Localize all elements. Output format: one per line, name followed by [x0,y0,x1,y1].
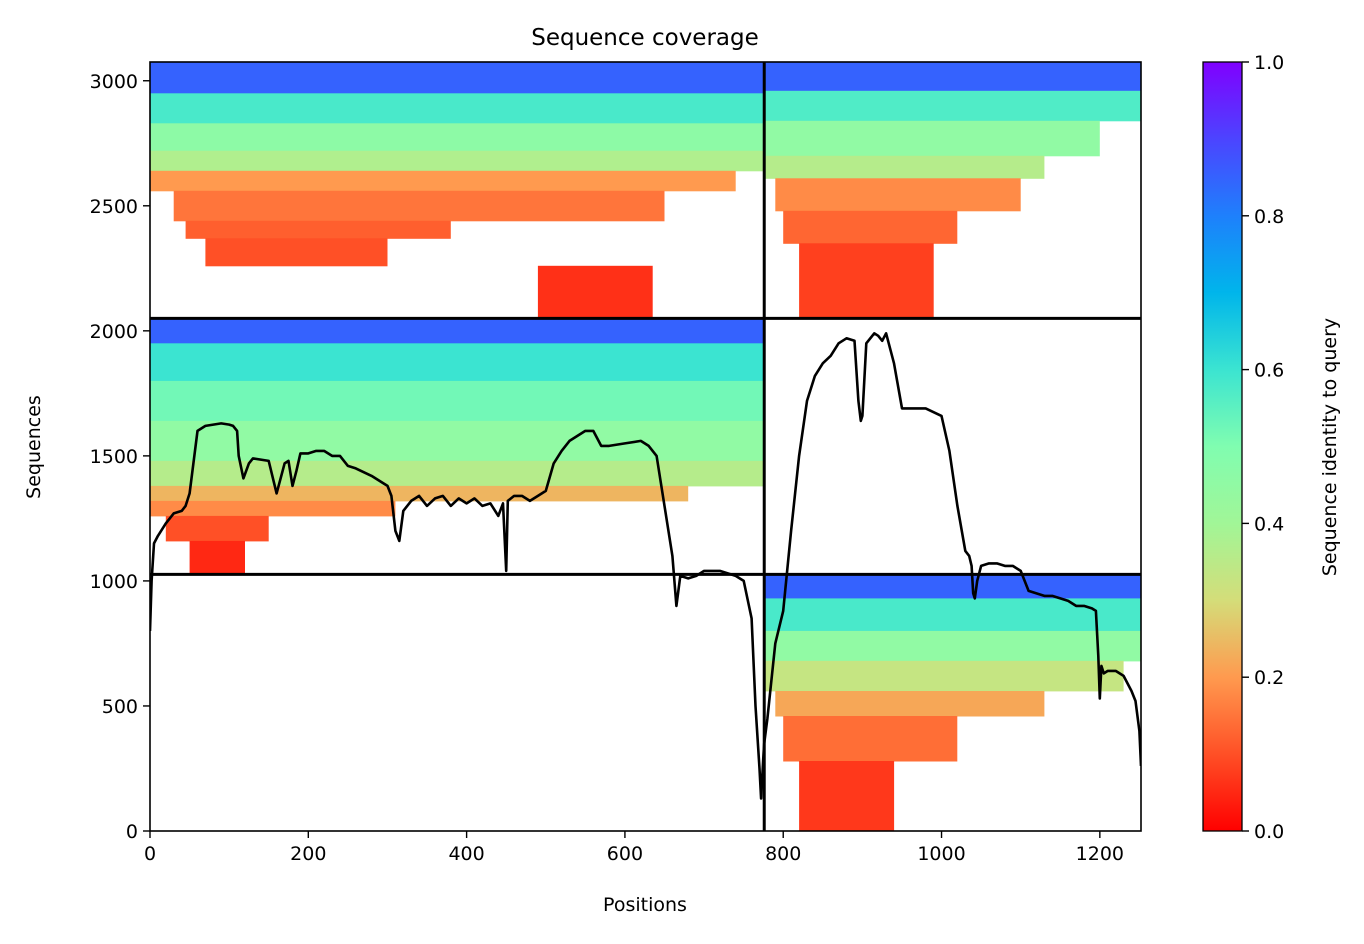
chart-title: Sequence coverage [531,25,759,51]
coverage-band-3-0 [764,574,1141,599]
coverage-band-1-2 [764,120,1100,157]
coverage-band-3-6 [799,761,895,831]
coverage-band-0-1 [150,93,765,124]
colorbar-ticks: 0.0 0.2 0.4 0.6 0.8 1.0 [1242,52,1284,843]
x-tick-label: 600 [607,843,643,865]
colorbar-tick-label: 0.6 [1254,360,1284,382]
coverage-band-3-3 [764,660,1124,692]
coverage-band-1-6 [799,243,934,319]
x-axis-ticks: 0 200 400 600 800 1000 1200 [144,831,1124,865]
seg1-chainA [150,62,765,319]
x-tick-label: 800 [765,843,801,865]
x-tick-label: 400 [448,843,484,865]
y-tick-label: 1000 [90,571,138,593]
y-tick-label: 3000 [90,71,138,93]
coverage-band-1-0 [764,62,1141,92]
y-tick-label: 1500 [90,446,138,468]
colorbar-tick-label: 0.0 [1254,821,1284,843]
coverage-band-2-7 [165,515,269,542]
y-tick-label: 500 [102,696,138,718]
coverage-band-0-4 [150,170,736,192]
coverage-band-2-8 [189,540,245,575]
coverage-band-0-6 [185,220,451,239]
colorbar-tick-label: 0.4 [1254,513,1284,535]
x-tick-label: 1000 [917,843,965,865]
coverage-band-2-3 [150,420,765,462]
coverage-band-3-4 [775,691,1045,717]
coverage-band-2-1 [150,343,765,382]
coverage-band-0-2 [150,123,765,152]
coverage-band-0-5 [173,190,665,222]
coverage-line-group [150,331,1141,800]
coverage-band-0-8 [537,265,653,319]
x-tick-label: 1200 [1076,843,1124,865]
colorbar-tick-label: 0.2 [1254,667,1284,689]
coverage-band-2-6 [150,500,396,517]
seg4-chainB [764,574,1141,831]
colorbar-label: Sequence identity to query [1319,318,1341,576]
colorbar-tick-label: 0.8 [1254,206,1284,228]
coverage-line [150,331,1141,800]
coverage-band-1-1 [764,90,1141,122]
seg2-chainB [764,62,1141,319]
heatmap-blocks [150,62,1141,831]
coverage-band-3-5 [783,716,958,762]
y-axis-label: Sequences [23,395,45,499]
y-tick-label: 2500 [90,196,138,218]
y-axis-ticks: 0 500 1000 1500 2000 2500 3000 [90,71,150,843]
y-tick-label: 0 [126,821,138,843]
x-tick-label: 0 [144,843,156,865]
coverage-band-2-5 [150,485,689,502]
colorbar-tick-label: 1.0 [1254,52,1284,74]
chain-boundaries [150,62,1141,831]
coverage-band-1-4 [775,178,1021,212]
coverage-band-1-3 [764,155,1045,179]
coverage-band-0-3 [150,150,765,172]
coverage-band-0-7 [205,238,388,267]
coverage-band-3-1 [764,598,1141,632]
y-tick-label: 2000 [90,321,138,343]
colorbar [1202,61,1243,832]
coverage-band-3-2 [764,630,1141,662]
x-axis-label: Positions [603,894,687,916]
coverage-band-2-2 [150,380,765,422]
seg3-chainA [150,318,765,575]
x-tick-label: 200 [290,843,326,865]
coverage-band-0-0 [150,62,765,94]
coverage-band-2-0 [150,318,765,344]
plot-frame [149,61,1142,832]
coverage-band-1-5 [783,210,958,244]
